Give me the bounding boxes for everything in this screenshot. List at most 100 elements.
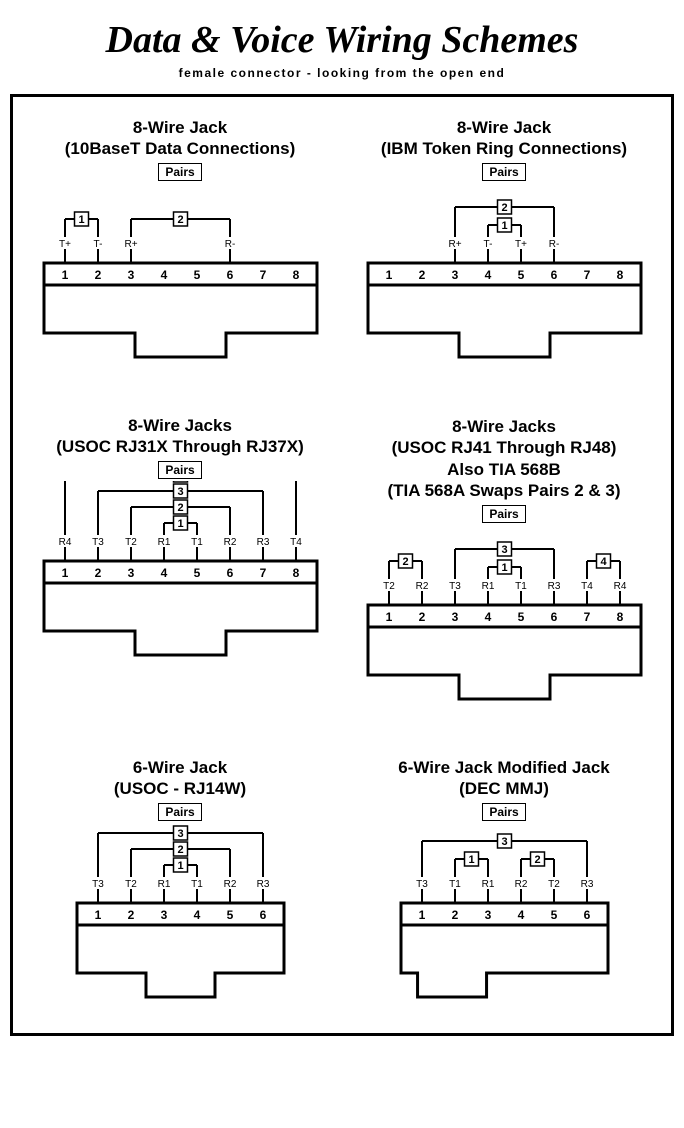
svg-text:7: 7 (259, 268, 266, 282)
svg-text:3: 3 (177, 828, 183, 840)
svg-text:3: 3 (451, 610, 458, 624)
svg-text:2: 2 (501, 202, 507, 214)
svg-text:6: 6 (550, 610, 557, 624)
svg-text:7: 7 (259, 566, 266, 580)
jack-tokenring-svg: R+T-T+R-1212345678 (366, 183, 643, 363)
jack-svg-holder: T3 T2 R1 T1 R2 R3 1 2 3 1 2 3 4 5 6 (75, 823, 286, 1003)
svg-text:6: 6 (259, 908, 266, 922)
svg-text:T4: T4 (581, 581, 593, 592)
diagram-title-line: (10BaseT Data Connections) (65, 138, 296, 159)
svg-text:3: 3 (501, 544, 507, 556)
diagram-grid: 8-Wire Jack(10BaseT Data Connections)Pai… (23, 115, 661, 1003)
svg-text:3: 3 (127, 566, 134, 580)
svg-text:6: 6 (226, 268, 233, 282)
diagram-rj31x: 8-Wire Jacks(USOC RJ31X Through RJ37X) Pa… (23, 413, 337, 705)
diagram-title-line: 8-Wire Jacks (56, 415, 304, 436)
svg-text:T4: T4 (290, 537, 302, 548)
diagram-title-line: 8-Wire Jack (381, 117, 627, 138)
svg-text:T2: T2 (125, 537, 137, 548)
diagram-title-line: (USOC - RJ14W) (114, 778, 246, 799)
svg-text:R+: R+ (124, 239, 137, 250)
svg-text:R3: R3 (256, 879, 269, 890)
svg-text:T2: T2 (125, 879, 137, 890)
jack-rj41-svg: T2R2T3R1T1R3T4R4132412345678 (366, 525, 643, 705)
svg-text:R3: R3 (547, 581, 560, 592)
svg-text:1: 1 (468, 854, 474, 866)
jack-svg-holder: T3T1R1R2T2R3123123456 (399, 823, 610, 1003)
pairs-label: Pairs (482, 505, 525, 523)
diagram-title: 6-Wire Jack(USOC - RJ14W) (114, 755, 246, 799)
svg-text:2: 2 (402, 556, 408, 568)
pairs-label: Pairs (158, 461, 201, 479)
svg-text:3: 3 (177, 486, 183, 498)
svg-text:5: 5 (517, 610, 524, 624)
diagram-tokenring: 8-Wire Jack(IBM Token Ring Connections)P… (347, 115, 661, 363)
pairs-label: Pairs (158, 163, 201, 181)
svg-text:R4: R4 (58, 537, 71, 548)
diagram-title: 8-Wire Jacks(USOC RJ31X Through RJ37X) (56, 413, 304, 457)
svg-text:T3: T3 (92, 879, 104, 890)
svg-text:8: 8 (292, 268, 299, 282)
pairs-label: Pairs (158, 803, 201, 821)
svg-text:1: 1 (418, 908, 425, 922)
svg-text:2: 2 (94, 566, 101, 580)
svg-text:T2: T2 (548, 879, 560, 890)
svg-text:6: 6 (226, 566, 233, 580)
svg-text:1: 1 (177, 860, 183, 872)
svg-text:R2: R2 (514, 879, 527, 890)
diagram-title-line: (TIA 568A Swaps Pairs 2 & 3) (387, 480, 620, 501)
svg-text:2: 2 (418, 268, 425, 282)
svg-text:6: 6 (550, 268, 557, 282)
jack-10baset-svg: T+T-R+R-1212345678 (42, 183, 319, 363)
jack-rj31x-svg: R4T3T2R1T1R2R3T4123412345678 (42, 481, 319, 661)
svg-text:1: 1 (94, 908, 101, 922)
svg-text:T+: T+ (515, 239, 527, 250)
diagram-decmmj: 6-Wire Jack Modified Jack(DEC MMJ)PairsT… (347, 755, 661, 1003)
diagram-title: 8-Wire Jacks(USOC RJ41 Through RJ48)Also… (387, 413, 620, 501)
svg-text:R2: R2 (223, 537, 236, 548)
svg-text:4: 4 (517, 908, 524, 922)
svg-text:R2: R2 (223, 879, 236, 890)
diagram-title-line: (USOC RJ41 Through RJ48) (387, 437, 620, 458)
svg-text:2: 2 (177, 844, 183, 856)
diagram-title-line: Also TIA 568B (387, 459, 620, 480)
svg-text:R1: R1 (157, 879, 170, 890)
svg-text:4: 4 (177, 481, 184, 482)
page-title: Data & Voice Wiring Schemes (10, 18, 674, 62)
svg-text:3: 3 (160, 908, 167, 922)
svg-text:R-: R- (548, 239, 559, 250)
svg-text:3: 3 (484, 908, 491, 922)
jack-rj14w-svg: T3 T2 R1 T1 R2 R3 1 2 3 1 2 3 4 5 6 (75, 823, 286, 1003)
diagram-title-line: (USOC RJ31X Through RJ37X) (56, 436, 304, 457)
svg-text:7: 7 (583, 610, 590, 624)
svg-text:4: 4 (160, 566, 167, 580)
svg-text:T3: T3 (416, 879, 428, 890)
svg-text:2: 2 (534, 854, 540, 866)
svg-text:T-: T- (93, 239, 102, 250)
svg-text:R1: R1 (157, 537, 170, 548)
svg-text:1: 1 (78, 214, 84, 226)
svg-text:5: 5 (226, 908, 233, 922)
diagram-title-line: (IBM Token Ring Connections) (381, 138, 627, 159)
svg-text:2: 2 (94, 268, 101, 282)
svg-text:R1: R1 (481, 581, 494, 592)
svg-text:4: 4 (600, 556, 607, 568)
diagram-title: 8-Wire Jack(10BaseT Data Connections) (65, 115, 296, 159)
svg-text:1: 1 (177, 518, 183, 530)
svg-text:2: 2 (177, 214, 183, 226)
svg-text:2: 2 (418, 610, 425, 624)
diagram-10baset: 8-Wire Jack(10BaseT Data Connections) Pai… (23, 115, 337, 363)
svg-text:4: 4 (484, 268, 491, 282)
svg-text:R2: R2 (415, 581, 428, 592)
diagram-title: 8-Wire Jack(IBM Token Ring Connections) (381, 115, 627, 159)
svg-text:1: 1 (61, 268, 68, 282)
jack-svg-holder: R+T-T+R-1212345678 (366, 183, 643, 363)
svg-text:T1: T1 (191, 879, 203, 890)
svg-text:R4: R4 (613, 581, 626, 592)
svg-text:4: 4 (193, 908, 200, 922)
svg-text:3: 3 (127, 268, 134, 282)
diagram-title-line: 8-Wire Jacks (387, 416, 620, 437)
svg-text:3: 3 (501, 836, 507, 848)
svg-text:2: 2 (127, 908, 134, 922)
svg-text:T1: T1 (191, 537, 203, 548)
